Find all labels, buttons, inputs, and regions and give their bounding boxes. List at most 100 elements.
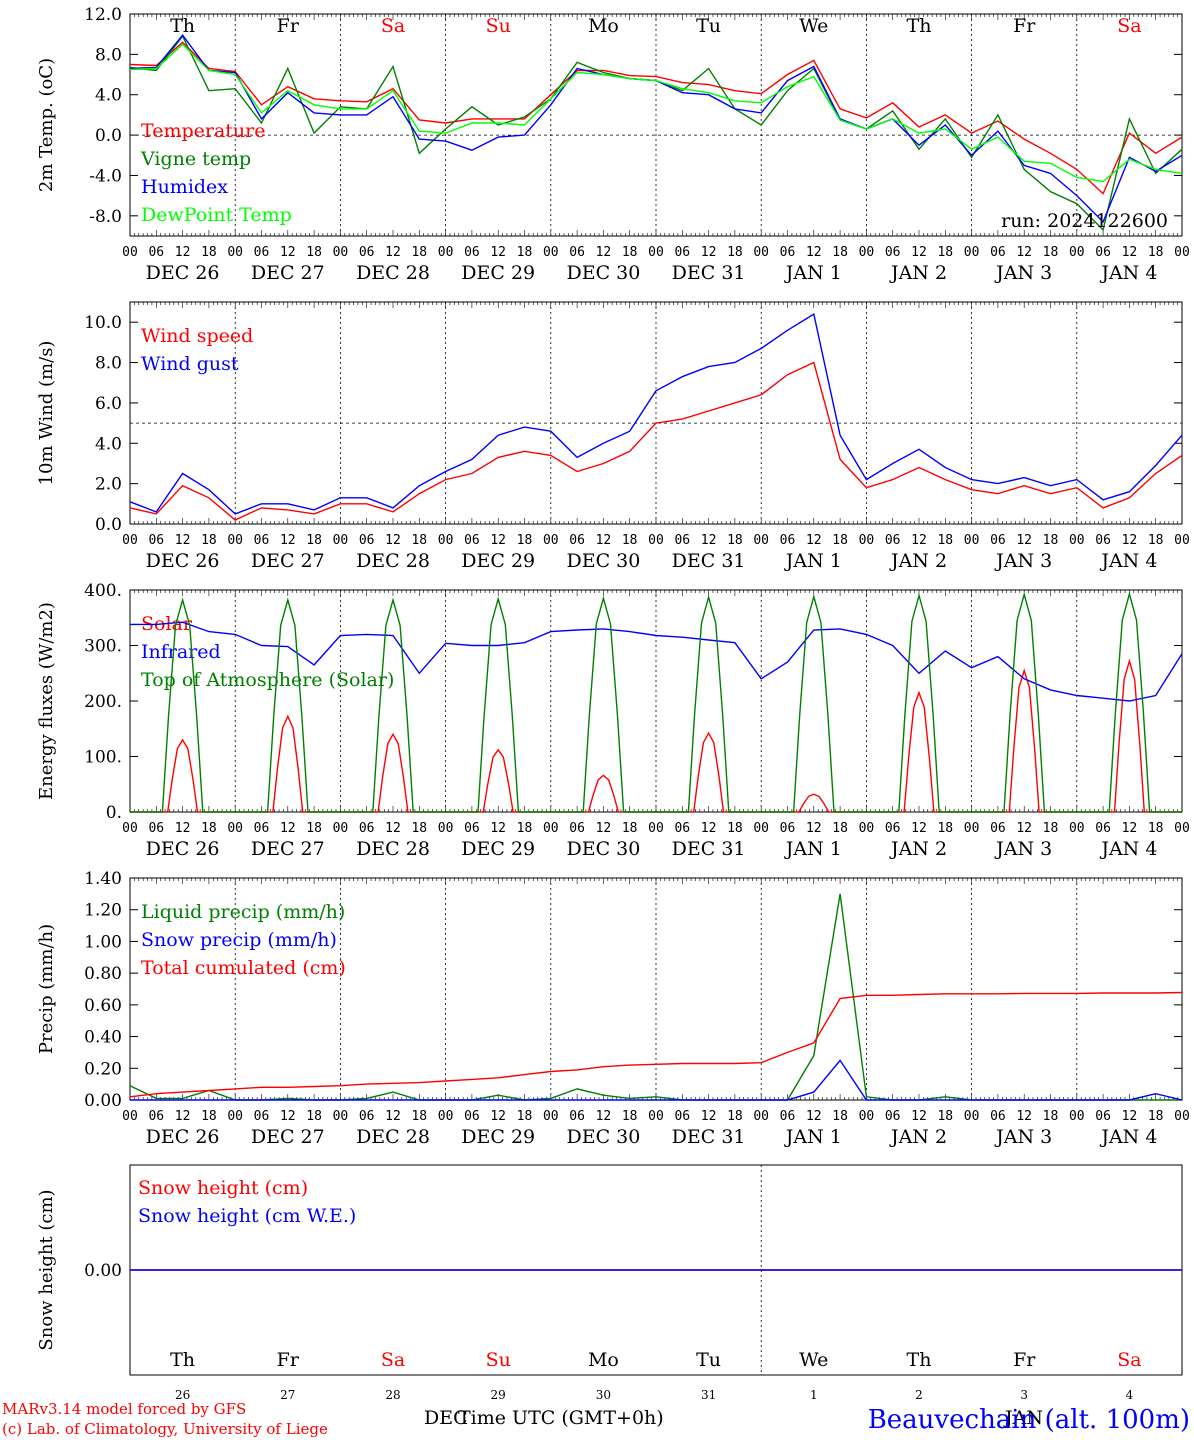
x-hour-label: 06 — [359, 821, 375, 836]
x-day-label: DEC 29 — [461, 262, 535, 284]
day-number: 2 — [915, 1388, 923, 1402]
y-axis-label: Snow height (cm) — [36, 1189, 57, 1350]
x-hour-label: 12 — [280, 1109, 296, 1124]
y-tick-label: 400. — [84, 581, 122, 601]
x-hour-label: 18 — [622, 533, 638, 548]
x-hour-label: 00 — [543, 821, 559, 836]
weekday-label-bottom: Fr — [1013, 1349, 1036, 1371]
legend-entry: DewPoint Temp — [141, 204, 292, 226]
y-tick-label: 4.0 — [95, 86, 122, 106]
day-number: 28 — [385, 1388, 400, 1402]
x-hour-label: 06 — [674, 245, 690, 260]
x-hour-label: 12 — [385, 1109, 401, 1124]
weekday-label-top: Th — [170, 15, 195, 37]
x-hour-label: 18 — [306, 821, 322, 836]
y-tick-label: 0.0 — [95, 126, 122, 146]
y-tick-label: 4.0 — [95, 434, 122, 454]
x-hour-label: 18 — [1043, 245, 1059, 260]
panel-2: 0.100.200.300.400.Energy fluxes (W/m2) So… — [36, 581, 1190, 860]
x-hour-label: 12 — [280, 533, 296, 548]
x-hour-label: 12 — [1016, 1109, 1032, 1124]
x-hour-label: 18 — [937, 533, 953, 548]
x-hour-label: 06 — [569, 245, 585, 260]
x-hour-label: 00 — [543, 245, 559, 260]
x-hour-label: 00 — [1174, 533, 1190, 548]
weekday-label-bottom: Tu — [696, 1349, 721, 1371]
legend-entry: Infrared — [141, 641, 221, 663]
x-hour-label: 18 — [306, 245, 322, 260]
x-hour-label: 18 — [201, 1109, 217, 1124]
x-hour-label: 00 — [333, 1109, 349, 1124]
x-hour-label: 00 — [648, 821, 664, 836]
x-hour-label: 18 — [201, 533, 217, 548]
legend-entry: Wind gust — [141, 353, 239, 375]
x-hour-label: 06 — [254, 821, 270, 836]
x-hour-label: 06 — [148, 245, 164, 260]
x-hour-label: 06 — [885, 533, 901, 548]
y-tick-label: -4.0 — [89, 166, 122, 186]
x-hour-label: 12 — [806, 1109, 822, 1124]
x-hour-label: 00 — [753, 1109, 769, 1124]
x-hour-label: 18 — [622, 1109, 638, 1124]
x-hour-label: 12 — [385, 533, 401, 548]
x-day-label: DEC 26 — [146, 262, 220, 284]
weekday-label-top: Su — [486, 15, 511, 37]
x-hour-label: 06 — [780, 245, 796, 260]
panel-0: -8.0 -4.0 0.0 4.0 8.0 12.0 2m Temp. (oC) Temper… — [36, 5, 1190, 284]
x-hour-label: 12 — [1016, 533, 1032, 548]
x-hour-label: 06 — [569, 533, 585, 548]
x-hour-label: 06 — [990, 1109, 1006, 1124]
x-hour-label: 00 — [438, 1109, 454, 1124]
x-hour-label: 18 — [937, 245, 953, 260]
x-hour-label: 00 — [964, 245, 980, 260]
x-day-label: DEC 31 — [672, 262, 746, 284]
panel-3: 0.00 0.20 0.40 0.60 0.80 1.00 1.20 1.40 Precip (… — [36, 869, 1190, 1148]
x-hour-label: 00 — [438, 533, 454, 548]
station-name: Beauvechain (alt. 100m) — [868, 1405, 1190, 1435]
x-hour-label: 12 — [175, 1109, 191, 1124]
x-day-label: DEC 30 — [566, 1126, 640, 1148]
x-day-label: DEC 28 — [356, 262, 430, 284]
x-hour-label: 00 — [438, 821, 454, 836]
x-hour-label: 12 — [490, 533, 506, 548]
x-hour-label: 18 — [1148, 245, 1164, 260]
y-tick-label: 0.40 — [84, 1028, 122, 1048]
legend-entry: Top of Atmosphere (Solar) — [141, 669, 394, 691]
x-hour-label: 00 — [859, 533, 875, 548]
x-day-label: DEC 26 — [146, 550, 220, 572]
x-hour-label: 00 — [964, 533, 980, 548]
y-tick-label: 12.0 — [84, 5, 122, 25]
x-day-label: JAN 3 — [994, 262, 1052, 284]
y-axis-label: Precip (mm/h) — [36, 924, 57, 1054]
y-axis-label: 2m Temp. (oC) — [36, 58, 57, 192]
weekday-label-bottom: Sa — [1117, 1349, 1141, 1371]
x-hour-label: 00 — [648, 1109, 664, 1124]
x-hour-label: 18 — [832, 533, 848, 548]
x-hour-label: 18 — [832, 245, 848, 260]
x-hour-label: 18 — [411, 1109, 427, 1124]
x-hour-label: 12 — [1016, 821, 1032, 836]
y-tick-label: 100. — [84, 748, 122, 768]
y-tick-label: 0.60 — [84, 996, 122, 1016]
series-line-dewpoint-temp — [129, 43, 1183, 183]
x-hour-label: 00 — [227, 1109, 243, 1124]
series-line-wind-gust — [129, 312, 1183, 515]
legend-entry: Vigne temp — [140, 148, 251, 170]
x-day-label: JAN 1 — [784, 838, 842, 860]
y-axis-label: 10m Wind (m/s) — [36, 341, 57, 486]
y-tick-label: 0.00 — [84, 1261, 122, 1281]
x-day-label: DEC 27 — [251, 550, 325, 572]
weekday-label-bottom: We — [799, 1349, 828, 1371]
x-axis-label: Time UTC (GMT+0h) — [458, 1407, 664, 1429]
x-hour-label: 18 — [306, 1109, 322, 1124]
x-hour-label: 12 — [911, 1109, 927, 1124]
x-day-label: JAN 4 — [1099, 838, 1157, 860]
x-hour-label: 12 — [490, 1109, 506, 1124]
x-hour-label: 18 — [622, 821, 638, 836]
x-day-label: JAN 3 — [994, 550, 1052, 572]
x-hour-label: 00 — [753, 533, 769, 548]
x-hour-label: 18 — [411, 821, 427, 836]
weekday-label-top: Fr — [277, 15, 300, 37]
legend-entry: Temperature — [141, 120, 265, 142]
